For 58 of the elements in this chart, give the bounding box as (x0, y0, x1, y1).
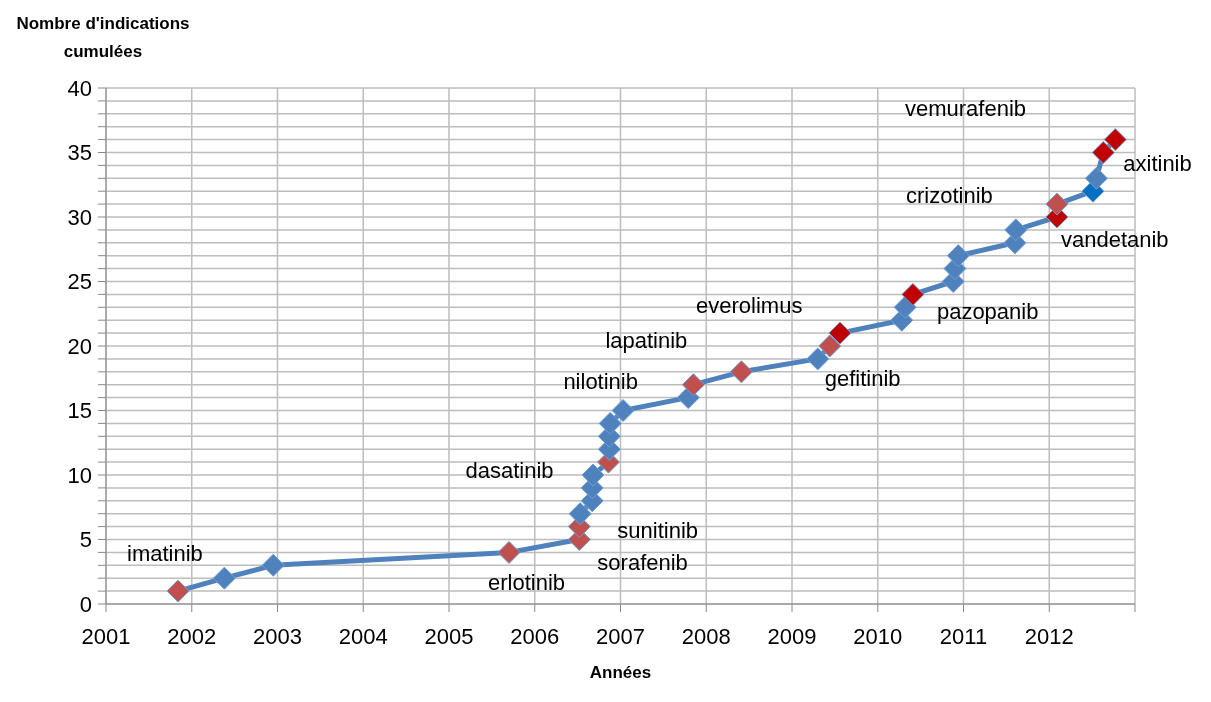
y-axis-title: Nombre d'indications cumulées (15, 13, 191, 63)
annotation: everolimus (696, 292, 803, 318)
annotation: erlotinib (488, 569, 566, 595)
point (497, 540, 521, 564)
annotation: sunitinib (617, 518, 699, 544)
point (261, 553, 285, 577)
annotation: dasatinib (465, 457, 554, 483)
annotation: gefitinib (824, 365, 901, 391)
point (166, 579, 190, 603)
y-tick-label: 10 (67, 462, 92, 488)
point (611, 399, 635, 422)
x-tick-label: 2010 (853, 623, 903, 649)
x-tick-label: 2011 (939, 623, 988, 649)
point (946, 244, 970, 268)
y-tick-label: 15 (67, 398, 92, 424)
point (1045, 192, 1069, 216)
x-tick-label: 2003 (253, 623, 302, 649)
annotation: nilotinib (563, 369, 638, 395)
y-tick-label: 40 (67, 75, 92, 101)
annotation: axitinib (1123, 151, 1192, 176)
point (1004, 218, 1028, 242)
point (681, 373, 705, 397)
point (818, 334, 842, 358)
point (806, 347, 830, 371)
point (901, 282, 925, 306)
annotation: vandetanib (1060, 226, 1169, 252)
point (1103, 128, 1127, 152)
annotation: sorafenib (597, 550, 688, 575)
y-tick-label: 0 (79, 591, 92, 617)
annotation: imatinib (127, 540, 203, 566)
y-tick-label: 20 (67, 333, 92, 359)
point (729, 360, 753, 384)
y-tick-label: 30 (67, 204, 92, 230)
annotation: crizotinib (905, 182, 993, 208)
x-tick-label: 2007 (596, 623, 645, 649)
point (1084, 166, 1108, 190)
x-axis-title: Années (589, 663, 652, 683)
y-tick-label: 35 (67, 140, 92, 166)
annotation: lapatinib (605, 328, 688, 354)
point (212, 566, 236, 590)
annotation: pazopanib (936, 298, 1039, 324)
annotation: vemurafenib (905, 96, 1027, 122)
x-tick-label: 2009 (767, 623, 817, 649)
x-tick-label: 2008 (681, 623, 731, 649)
y-tick-label: 25 (67, 269, 92, 295)
point (581, 463, 605, 487)
x-tick-label: 2004 (338, 623, 388, 649)
point (568, 502, 592, 526)
point (828, 321, 852, 345)
point (1091, 141, 1115, 164)
y-tick-label: 5 (79, 527, 92, 553)
point (893, 295, 917, 319)
x-tick-label: 2001 (81, 623, 131, 649)
x-tick-label: 2006 (510, 623, 560, 649)
x-tick-label: 2005 (424, 623, 474, 649)
x-tick-label: 2002 (167, 623, 217, 649)
x-tick-label: 2012 (1024, 623, 1074, 649)
point (598, 411, 622, 435)
